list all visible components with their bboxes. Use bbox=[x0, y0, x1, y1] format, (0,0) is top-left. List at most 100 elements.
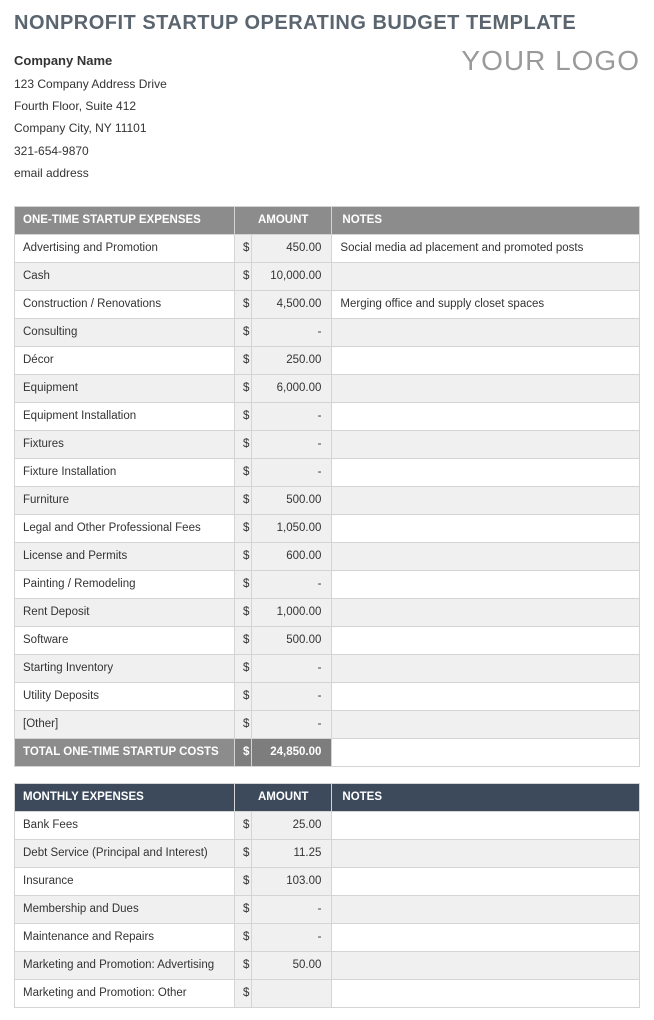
row-notes bbox=[332, 346, 640, 374]
company-city-line: Company City, NY 11101 bbox=[14, 117, 167, 139]
row-currency: $ bbox=[235, 654, 252, 682]
row-amount: 103.00 bbox=[252, 867, 332, 895]
row-label: Construction / Renovations bbox=[15, 290, 235, 318]
total-notes-empty bbox=[332, 738, 640, 766]
row-label: Bank Fees bbox=[15, 811, 235, 839]
row-amount: 4,500.00 bbox=[252, 290, 332, 318]
row-label: Furniture bbox=[15, 486, 235, 514]
row-currency: $ bbox=[235, 895, 252, 923]
company-name: Company Name bbox=[14, 49, 167, 73]
row-notes bbox=[332, 514, 640, 542]
total-row: TOTAL ONE-TIME STARTUP COSTS $ 24,850.00 bbox=[15, 738, 640, 766]
row-notes bbox=[332, 318, 640, 346]
table-row: Bank Fees$25.00 bbox=[15, 811, 640, 839]
page-title: NONPROFIT STARTUP OPERATING BUDGET TEMPL… bbox=[14, 12, 640, 35]
row-label: [Other] bbox=[15, 710, 235, 738]
row-amount bbox=[252, 979, 332, 1007]
row-label: Décor bbox=[15, 346, 235, 374]
row-currency: $ bbox=[235, 514, 252, 542]
row-notes: Merging office and supply closet spaces bbox=[332, 290, 640, 318]
row-amount: 500.00 bbox=[252, 486, 332, 514]
row-label: Fixtures bbox=[15, 430, 235, 458]
row-notes: Social media ad placement and promoted p… bbox=[332, 234, 640, 262]
row-notes bbox=[332, 710, 640, 738]
table-row: Utility Deposits$- bbox=[15, 682, 640, 710]
row-notes bbox=[332, 867, 640, 895]
row-amount: - bbox=[252, 570, 332, 598]
row-notes bbox=[332, 811, 640, 839]
row-notes bbox=[332, 839, 640, 867]
table-row: Consulting$- bbox=[15, 318, 640, 346]
row-currency: $ bbox=[235, 811, 252, 839]
logo-placeholder: YOUR LOGO bbox=[461, 45, 640, 77]
row-amount: - bbox=[252, 402, 332, 430]
row-amount: 11.25 bbox=[252, 839, 332, 867]
row-label: License and Permits bbox=[15, 542, 235, 570]
row-amount: 25.00 bbox=[252, 811, 332, 839]
table-row: Décor$250.00 bbox=[15, 346, 640, 374]
table-row: Maintenance and Repairs$- bbox=[15, 923, 640, 951]
row-amount: 50.00 bbox=[252, 951, 332, 979]
row-currency: $ bbox=[235, 951, 252, 979]
row-amount: 500.00 bbox=[252, 626, 332, 654]
table-row: Equipment Installation$- bbox=[15, 402, 640, 430]
table-row: Starting Inventory$- bbox=[15, 654, 640, 682]
table-row: Advertising and Promotion$450.00Social m… bbox=[15, 234, 640, 262]
table-row: Painting / Remodeling$- bbox=[15, 570, 640, 598]
row-amount: - bbox=[252, 430, 332, 458]
th-monthly-label: MONTHLY EXPENSES bbox=[15, 783, 235, 811]
row-label: Fixture Installation bbox=[15, 458, 235, 486]
row-amount: 1,050.00 bbox=[252, 514, 332, 542]
row-notes bbox=[332, 458, 640, 486]
row-label: Consulting bbox=[15, 318, 235, 346]
row-amount: 10,000.00 bbox=[252, 262, 332, 290]
table-row: Legal and Other Professional Fees$1,050.… bbox=[15, 514, 640, 542]
company-email: email address bbox=[14, 162, 167, 184]
row-currency: $ bbox=[235, 262, 252, 290]
table-row: Membership and Dues$- bbox=[15, 895, 640, 923]
row-amount: 1,000.00 bbox=[252, 598, 332, 626]
row-amount: - bbox=[252, 923, 332, 951]
total-currency: $ bbox=[235, 738, 252, 766]
header-row: Company Name 123 Company Address Drive F… bbox=[14, 49, 640, 184]
total-label: TOTAL ONE-TIME STARTUP COSTS bbox=[15, 738, 235, 766]
company-address-1: 123 Company Address Drive bbox=[14, 73, 167, 95]
row-amount: 600.00 bbox=[252, 542, 332, 570]
row-notes bbox=[332, 654, 640, 682]
company-phone: 321-654-9870 bbox=[14, 140, 167, 162]
row-notes bbox=[332, 262, 640, 290]
row-label: Rent Deposit bbox=[15, 598, 235, 626]
table-row: Software$500.00 bbox=[15, 626, 640, 654]
row-currency: $ bbox=[235, 290, 252, 318]
row-currency: $ bbox=[235, 374, 252, 402]
row-amount: - bbox=[252, 895, 332, 923]
row-label: Membership and Dues bbox=[15, 895, 235, 923]
table-row: Construction / Renovations$4,500.00Mergi… bbox=[15, 290, 640, 318]
row-currency: $ bbox=[235, 542, 252, 570]
row-currency: $ bbox=[235, 923, 252, 951]
row-amount: - bbox=[252, 318, 332, 346]
th-amount: AMOUNT bbox=[235, 206, 332, 234]
table-row: Fixtures$- bbox=[15, 430, 640, 458]
row-currency: $ bbox=[235, 626, 252, 654]
table-row: Insurance$103.00 bbox=[15, 867, 640, 895]
row-currency: $ bbox=[235, 234, 252, 262]
row-currency: $ bbox=[235, 867, 252, 895]
row-notes bbox=[332, 626, 640, 654]
row-currency: $ bbox=[235, 458, 252, 486]
row-label: Marketing and Promotion: Other bbox=[15, 979, 235, 1007]
row-amount: 250.00 bbox=[252, 346, 332, 374]
row-label: Insurance bbox=[15, 867, 235, 895]
total-amount: 24,850.00 bbox=[252, 738, 332, 766]
row-notes bbox=[332, 951, 640, 979]
row-notes bbox=[332, 923, 640, 951]
row-notes bbox=[332, 402, 640, 430]
row-notes bbox=[332, 895, 640, 923]
row-label: Software bbox=[15, 626, 235, 654]
table-row: Marketing and Promotion: Advertising$50.… bbox=[15, 951, 640, 979]
table-row: Furniture$500.00 bbox=[15, 486, 640, 514]
row-label: Advertising and Promotion bbox=[15, 234, 235, 262]
row-notes bbox=[332, 682, 640, 710]
row-label: Debt Service (Principal and Interest) bbox=[15, 839, 235, 867]
row-currency: $ bbox=[235, 682, 252, 710]
